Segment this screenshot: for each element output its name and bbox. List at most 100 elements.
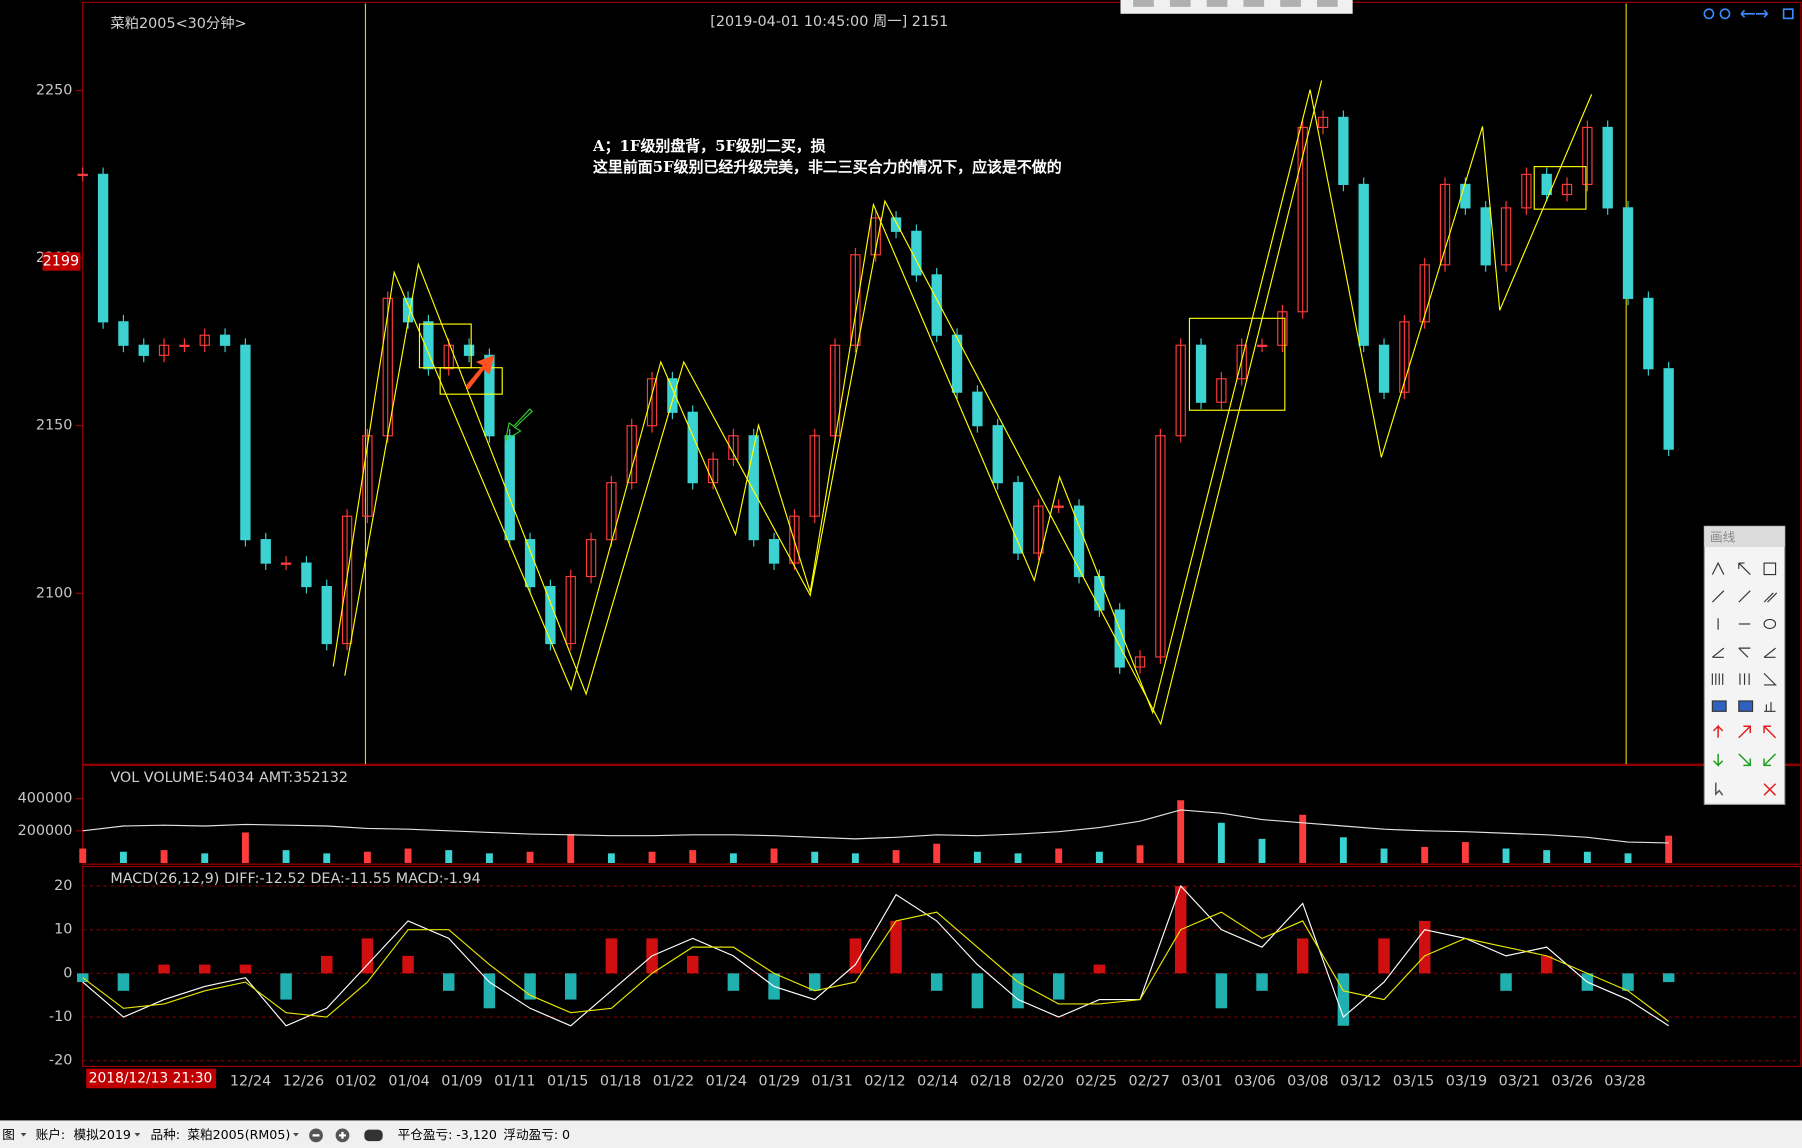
x-tick-label: 01/18	[600, 1073, 641, 1089]
candle	[748, 435, 759, 541]
volume-bar	[1217, 822, 1225, 864]
tool-button[interactable]	[1169, 0, 1191, 7]
candle	[687, 411, 698, 484]
volume-bar	[729, 853, 737, 864]
tool-fan[interactable]	[1763, 672, 1777, 686]
tool-downleft[interactable]	[1763, 753, 1777, 767]
tool-down[interactable]	[1712, 753, 1724, 768]
scroll-left[interactable]	[1740, 9, 1755, 18]
scroll-right[interactable]	[1756, 9, 1769, 18]
x-tick-label: 01/29	[758, 1073, 799, 1089]
tool-cycle[interactable]	[1711, 673, 1724, 685]
tool-angle2[interactable]	[1738, 647, 1751, 658]
x-tick-label: 03/15	[1393, 1073, 1434, 1089]
tool-button[interactable]	[1133, 0, 1154, 7]
dropdown[interactable]	[293, 1133, 299, 1137]
volume-bar	[1136, 845, 1144, 864]
candle	[911, 230, 922, 276]
tool-button[interactable]	[1243, 0, 1265, 7]
x-tick-label: 01/02	[336, 1073, 377, 1089]
arrow-tools	[1712, 724, 1777, 796]
status-item: 模拟2019	[74, 1127, 131, 1142]
status-item: 图	[2, 1127, 15, 1142]
tool-angle[interactable]	[1712, 647, 1725, 658]
tool-ellipse[interactable]	[1763, 618, 1777, 630]
zoom-out[interactable]	[1719, 8, 1731, 20]
macd-bar	[1622, 973, 1634, 991]
candle	[1053, 505, 1064, 508]
candle	[1073, 505, 1085, 578]
macd-bar	[890, 920, 902, 974]
candle	[646, 378, 658, 427]
status-item: 菜粕2005(RM05)	[187, 1127, 290, 1142]
tool-ray[interactable]	[1738, 590, 1751, 603]
zoom-controls	[1703, 8, 1794, 20]
tool-fib-time[interactable]	[1739, 673, 1750, 685]
tool-note2[interactable]	[1738, 700, 1754, 712]
volume-bar	[1299, 814, 1307, 864]
tool-downright[interactable]	[1738, 753, 1752, 767]
candle	[138, 344, 149, 356]
x-tick-label: 03/12	[1340, 1073, 1381, 1089]
candle	[463, 344, 475, 356]
dropdown[interactable]	[134, 1133, 141, 1137]
x-tick-label: 03/19	[1446, 1073, 1487, 1089]
tool-rect[interactable]	[1763, 562, 1777, 576]
cursor-info: [2019-04-01 10:45:00 周一] 2151	[710, 14, 948, 30]
candle	[219, 334, 231, 346]
status-item: -3,120	[456, 1127, 497, 1142]
dropdown[interactable]	[20, 1133, 27, 1137]
tool-up[interactable]	[1712, 724, 1724, 738]
macd-bar	[1012, 973, 1024, 1009]
candle	[1338, 116, 1349, 185]
y-tick-label: 2100	[36, 585, 73, 601]
macd-bar	[483, 973, 496, 1009]
candle	[931, 274, 942, 336]
volume-bar	[526, 851, 534, 864]
macd-bar	[1337, 973, 1350, 1026]
candle	[1582, 126, 1593, 185]
candle	[341, 515, 353, 645]
candle	[1175, 344, 1186, 437]
macd-legend: MACD(26,12,9) DIFF:-12.52 DEA:-11.55 MAC…	[110, 871, 480, 887]
volume-bar	[1014, 853, 1022, 864]
candle	[728, 435, 739, 460]
candle	[850, 254, 861, 346]
restore[interactable]	[1782, 8, 1794, 20]
mode-button[interactable]	[364, 1129, 383, 1142]
candle	[118, 321, 129, 346]
macd-panel-frame	[82, 865, 1802, 1067]
tool-upright[interactable]	[1738, 725, 1752, 739]
y-tick-label: 2150	[36, 418, 73, 434]
macd-bar	[727, 973, 740, 991]
zoom-in[interactable]	[1703, 8, 1715, 20]
y-tick-label: 2250	[36, 83, 73, 99]
macd-bar	[524, 973, 536, 1000]
tool-angle3[interactable]	[1763, 647, 1776, 658]
tool-text[interactable]	[1711, 561, 1725, 575]
tool-pointer[interactable]	[1738, 562, 1751, 575]
candle	[199, 334, 210, 346]
macd-bar	[1093, 964, 1106, 974]
candle	[1134, 656, 1146, 668]
tool-line[interactable]	[1711, 590, 1725, 603]
status-item: 账户:	[36, 1127, 66, 1142]
tool-select[interactable]	[1715, 782, 1724, 796]
candle	[1155, 435, 1166, 658]
candle	[240, 344, 251, 541]
annotation: 这里前面5F级别已经升级完美，非二三买合力的情况下，应该是不做的	[593, 158, 1062, 176]
candle	[1094, 575, 1105, 611]
tool-delete[interactable]	[1763, 783, 1777, 796]
volume-bar	[1543, 850, 1551, 864]
macd-bar	[442, 973, 455, 991]
tool-button[interactable]	[1206, 0, 1228, 7]
tool-upleft[interactable]	[1763, 725, 1777, 739]
tool-note[interactable]	[1711, 700, 1727, 712]
x-tick-label: 01/04	[388, 1073, 429, 1089]
tool-button[interactable]	[1317, 0, 1338, 7]
tool-bars[interactable]	[1764, 702, 1776, 712]
tool-parallel[interactable]	[1763, 592, 1778, 603]
tool-button[interactable]	[1280, 0, 1301, 7]
macd-bar	[280, 973, 292, 1000]
